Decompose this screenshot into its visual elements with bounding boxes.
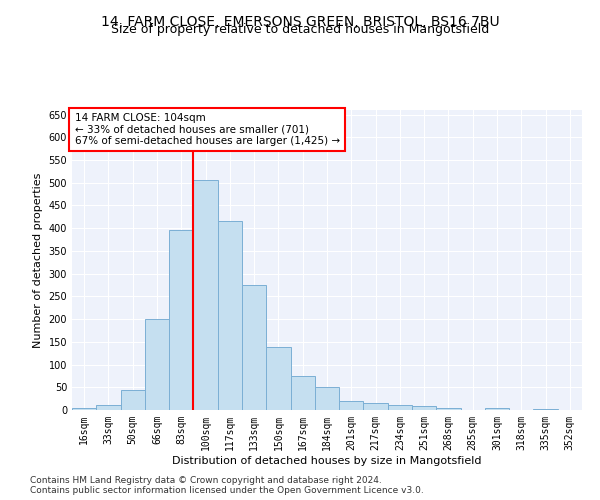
- Bar: [290, 376, 315, 410]
- Bar: [121, 390, 145, 410]
- Bar: [315, 388, 339, 410]
- Bar: [242, 285, 266, 410]
- Text: Contains public sector information licensed under the Open Government Licence v3: Contains public sector information licen…: [30, 486, 424, 495]
- Text: Contains HM Land Registry data © Crown copyright and database right 2024.: Contains HM Land Registry data © Crown c…: [30, 476, 382, 485]
- Bar: [193, 180, 218, 410]
- Bar: [218, 222, 242, 410]
- Bar: [436, 408, 461, 410]
- Bar: [145, 319, 169, 410]
- Text: 14, FARM CLOSE, EMERSONS GREEN, BRISTOL, BS16 7BU: 14, FARM CLOSE, EMERSONS GREEN, BRISTOL,…: [101, 15, 499, 29]
- Bar: [485, 408, 509, 410]
- Bar: [533, 409, 558, 410]
- Bar: [169, 230, 193, 410]
- Bar: [72, 408, 96, 410]
- Bar: [412, 406, 436, 410]
- X-axis label: Distribution of detached houses by size in Mangotsfield: Distribution of detached houses by size …: [172, 456, 482, 466]
- Bar: [339, 401, 364, 410]
- Bar: [364, 403, 388, 410]
- Text: 14 FARM CLOSE: 104sqm
← 33% of detached houses are smaller (701)
67% of semi-det: 14 FARM CLOSE: 104sqm ← 33% of detached …: [74, 113, 340, 146]
- Y-axis label: Number of detached properties: Number of detached properties: [33, 172, 43, 348]
- Bar: [96, 406, 121, 410]
- Bar: [266, 348, 290, 410]
- Text: Size of property relative to detached houses in Mangotsfield: Size of property relative to detached ho…: [111, 22, 489, 36]
- Bar: [388, 406, 412, 410]
